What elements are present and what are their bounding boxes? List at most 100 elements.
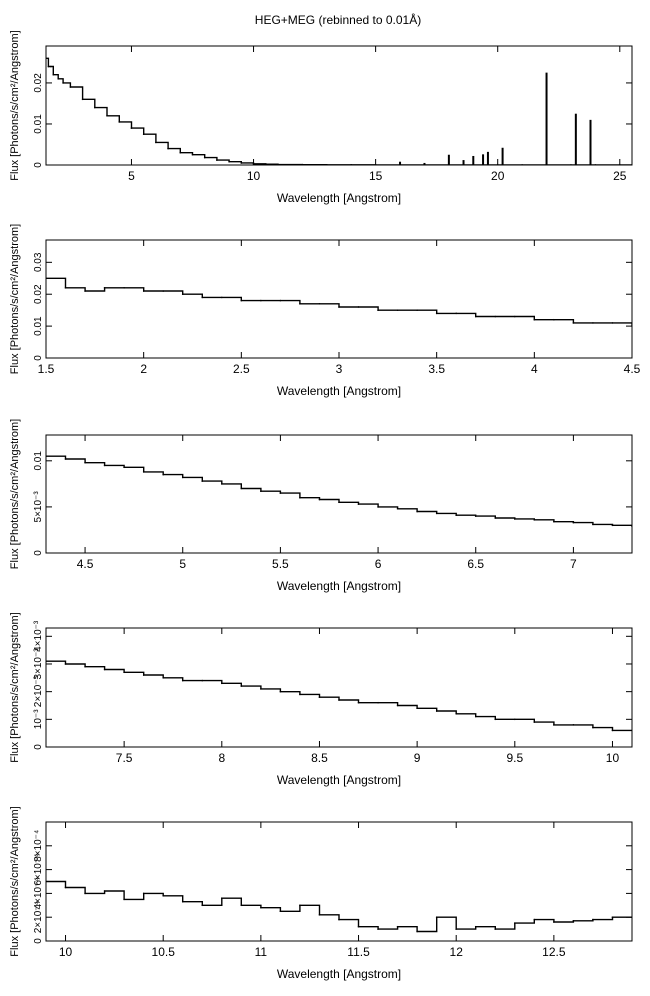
data-point [338, 699, 340, 701]
x-tick-label: 25 [613, 169, 627, 183]
y-tick-label: 5×10⁻³ [33, 491, 44, 523]
data-point [279, 299, 282, 302]
panel-5: 10 10.5 11 11.5 12 12.5 0 2×10⁻⁴4×10⁻⁴6×10⁻⁴8×1… [9, 806, 633, 981]
data-point [618, 164, 621, 165]
data-point [47, 65, 50, 68]
data-point [64, 663, 67, 665]
data-point [252, 162, 255, 165]
data-point [572, 919, 575, 922]
data-point [260, 906, 262, 909]
data-point [338, 501, 340, 504]
data-point [299, 496, 301, 499]
data-point [611, 524, 614, 527]
data-point [57, 78, 60, 80]
data-point [46, 660, 47, 663]
data-point [396, 704, 399, 707]
x-tick-label: 5 [179, 557, 186, 571]
data-point [103, 287, 106, 289]
data-point [130, 127, 133, 129]
data-point [377, 701, 379, 704]
y-tick-label: 0 [33, 938, 44, 944]
data-point [533, 918, 536, 921]
data-point [162, 473, 164, 476]
data-point [240, 487, 243, 490]
plot-frame [45, 627, 633, 748]
data-point [181, 900, 184, 903]
data-point [162, 894, 164, 897]
x-axis-label: Wavelength [Angstrom] [277, 579, 401, 593]
y-tick-label: 0.03 [33, 252, 44, 272]
x-tick-label: 9 [414, 751, 421, 765]
data-point [377, 506, 379, 508]
x-tick-label: 7 [570, 557, 577, 571]
data-point [611, 729, 614, 732]
data-point [416, 930, 418, 933]
data-point [106, 114, 108, 117]
data-point [94, 106, 96, 109]
data-point [260, 490, 262, 493]
data-point [301, 163, 304, 165]
data-point [64, 458, 67, 460]
data-point [350, 164, 353, 165]
data-point [142, 471, 145, 473]
data-point [553, 724, 555, 726]
data-point [396, 925, 399, 928]
data-point [46, 455, 47, 458]
data-point [631, 729, 632, 732]
data-point [84, 461, 86, 464]
data-point [142, 892, 145, 895]
panel-2: 1.5 2 2.5 3 3.5 4 4.5 0 0.01 0.02 0.03 Wavelength [… [9, 224, 641, 398]
data-point [62, 82, 64, 84]
data-point [201, 679, 204, 682]
data-point [553, 318, 555, 321]
data-point [123, 466, 125, 469]
data-point [299, 302, 301, 305]
x-tick-label: 3 [336, 362, 343, 376]
series-1-step [46, 57, 632, 165]
data-point [318, 302, 321, 305]
data-point [46, 880, 47, 883]
data-point [514, 718, 516, 721]
data-point [357, 925, 360, 928]
data-point [416, 707, 418, 710]
y-axis-label: Flux [Photons/s/cm²/Angstrom] [9, 30, 21, 180]
data-point [221, 296, 223, 299]
y-tick-label: 2×10⁻⁴ [33, 901, 44, 933]
y-tick-label: 6×10⁻⁴ [33, 854, 44, 886]
x-tick-label: 8.5 [311, 751, 328, 765]
data-point [318, 914, 321, 916]
data-point [142, 290, 145, 292]
y-tick-label: 3×10⁻³ [33, 648, 44, 680]
data-point [570, 164, 572, 165]
series-1-step [46, 660, 632, 732]
data-point [374, 164, 377, 165]
series-1-step [46, 455, 632, 527]
data-point [142, 133, 145, 136]
data-point [84, 665, 86, 668]
data-point [64, 287, 67, 289]
data-point [474, 515, 477, 517]
data-area [46, 455, 632, 528]
panel-4: 7.5 8 8.5 9 9.5 10 0 10⁻³ 2×10⁻³3×10⁻³4×10⁻³ Wave… [9, 612, 633, 787]
x-tick-label: 10 [247, 169, 261, 183]
data-point [318, 498, 321, 501]
data-point [299, 904, 301, 907]
data-point [631, 164, 632, 165]
figure-title: HEG+MEG (rebinned to 0.01Å) [255, 12, 421, 27]
data-point [167, 147, 169, 150]
y-tick-label: 0 [33, 744, 44, 750]
x-tick-label: 12.5 [542, 945, 566, 959]
data-point [228, 160, 230, 163]
x-tick-label: 5 [128, 169, 135, 183]
x-axis-label: Wavelength [Angstrom] [277, 967, 401, 981]
x-tick-label: 9.5 [506, 751, 523, 765]
data-point [416, 309, 418, 311]
data-point [52, 73, 55, 76]
data-point [240, 162, 243, 164]
data-point [46, 277, 47, 280]
x-tick-label: 6.5 [467, 557, 484, 571]
data-point [181, 293, 184, 296]
data-point [494, 928, 497, 930]
data-point [123, 898, 125, 901]
